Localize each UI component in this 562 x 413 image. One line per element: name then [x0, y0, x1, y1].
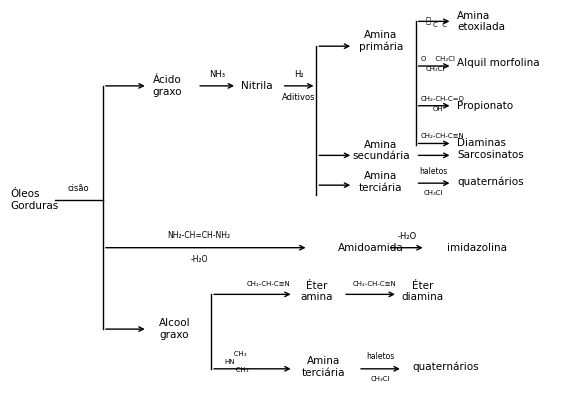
Text: Sarcosinatos: Sarcosinatos: [457, 150, 524, 160]
Text: Amina
secundária: Amina secundária: [352, 140, 410, 161]
Text: quaternários: quaternários: [413, 361, 479, 372]
Text: CH₃: CH₃: [227, 351, 247, 357]
Text: NH₂-CH=CH-NH₂: NH₂-CH=CH-NH₂: [167, 231, 231, 240]
Text: Óleos
Gorduras: Óleos Gorduras: [11, 189, 59, 211]
Text: haletos: haletos: [366, 352, 394, 361]
Text: OH: OH: [433, 106, 443, 112]
Text: imidazolina: imidazolina: [447, 243, 507, 253]
Text: quaternários: quaternários: [457, 177, 524, 188]
Text: Diaminas: Diaminas: [457, 138, 506, 148]
Text: Amina
terciária: Amina terciária: [359, 171, 402, 193]
Text: CH₂-CH-C≡N: CH₂-CH-C≡N: [247, 281, 291, 287]
Text: Éter
diamina: Éter diamina: [402, 280, 443, 302]
Text: Alcool
graxo: Alcool graxo: [158, 318, 191, 340]
Text: CH₂Cl: CH₂Cl: [425, 66, 445, 72]
Text: Amina
etoxilada: Amina etoxilada: [457, 11, 505, 32]
Text: C  C: C C: [433, 22, 447, 28]
Text: Nitrila: Nitrila: [241, 81, 273, 91]
Text: CH₃Cl: CH₃Cl: [370, 376, 389, 382]
Text: NH₃: NH₃: [209, 70, 225, 79]
Text: Ácido
graxo: Ácido graxo: [153, 75, 182, 97]
Text: CH₃: CH₃: [229, 367, 248, 373]
Text: CH₃Cl: CH₃Cl: [424, 190, 443, 196]
Text: Amina
primária: Amina primária: [359, 30, 403, 52]
Text: cisão: cisão: [67, 184, 89, 193]
Text: -H₂O: -H₂O: [397, 232, 416, 241]
Text: H₂: H₂: [294, 70, 303, 79]
Text: Aditivos: Aditivos: [282, 93, 315, 102]
Text: O    CH₂Cl: O CH₂Cl: [420, 56, 455, 62]
Text: ⌒: ⌒: [425, 17, 430, 26]
Text: CH₂-CH-C≡N: CH₂-CH-C≡N: [420, 133, 464, 138]
Text: Éter
amina: Éter amina: [300, 280, 333, 302]
Text: Propionato: Propionato: [457, 101, 514, 111]
Text: Alquil morfolina: Alquil morfolina: [457, 58, 540, 68]
Text: CH₂-CH-C≡N: CH₂-CH-C≡N: [353, 281, 397, 287]
Text: haletos: haletos: [419, 167, 448, 176]
Text: CH₂-CH-C=O: CH₂-CH-C=O: [420, 96, 465, 102]
Text: Amina
terciária: Amina terciária: [302, 356, 345, 377]
Text: Amidoamida: Amidoamida: [338, 243, 404, 253]
Text: HN: HN: [224, 359, 234, 365]
Text: -H₂O: -H₂O: [191, 255, 208, 263]
